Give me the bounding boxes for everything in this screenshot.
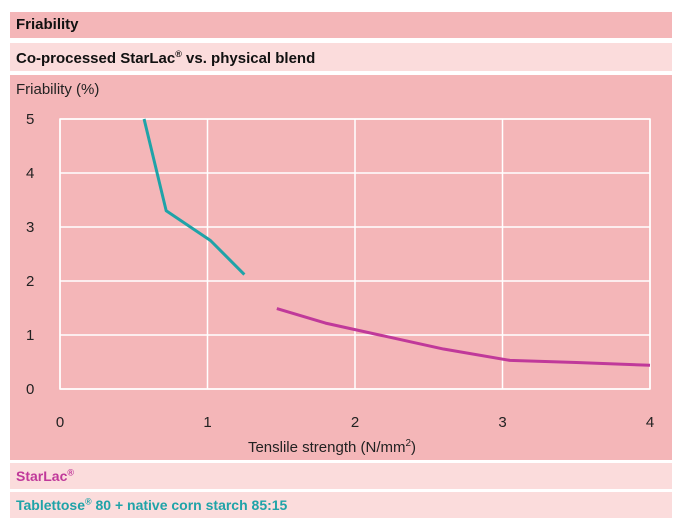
series-lines (142, 118, 651, 367)
legend-item-tablettose: Tablettose® 80 + native corn starch 85:1… (10, 492, 672, 518)
grid (59, 118, 651, 390)
y-tick-labels: 0 1 2 3 4 5 (26, 111, 34, 398)
x-tick-label: 2 (351, 414, 359, 431)
line-chart: Friability (%) 0 1 2 3 4 5 0 1 2 3 4 Tenslile str… (16, 81, 654, 456)
x-tick-label: 3 (498, 414, 506, 431)
series-line-2 (276, 307, 651, 367)
chart-title: Friability (16, 16, 79, 33)
x-tick-label: 0 (56, 414, 64, 431)
y-tick-label: 2 (26, 273, 34, 290)
x-tick-label: 1 (203, 414, 211, 431)
legend-label-starlac: StarLac® (16, 467, 74, 484)
y-tick-label: 0 (26, 381, 34, 398)
y-tick-label: 3 (26, 219, 34, 236)
plot-area: Friability (%) 0 1 2 3 4 5 0 1 2 3 4 Tenslile str… (10, 75, 672, 460)
legend-label-tablettose: Tablettose® 80 + native corn starch 85:1… (16, 496, 288, 513)
series-line-1 (142, 118, 246, 276)
chart-panel: Friability Co-processed StarLac® vs. phy… (10, 0, 672, 518)
y-tick-label: 5 (26, 111, 34, 128)
legend-item-starlac: StarLac® (10, 463, 672, 489)
chart-title-bar: Friability (10, 12, 672, 38)
x-tick-label: 4 (646, 414, 654, 431)
y-tick-label: 1 (26, 327, 34, 344)
x-axis-label: Tenslile strength (N/mm2) (248, 438, 416, 456)
x-tick-labels: 0 1 2 3 4 (56, 414, 654, 431)
y-axis-label: Friability (%) (16, 81, 99, 98)
chart-subtitle-bar: Co-processed StarLac® vs. physical blend (10, 43, 672, 71)
y-tick-label: 4 (26, 165, 34, 182)
chart-subtitle: Co-processed StarLac® vs. physical blend (16, 49, 316, 67)
